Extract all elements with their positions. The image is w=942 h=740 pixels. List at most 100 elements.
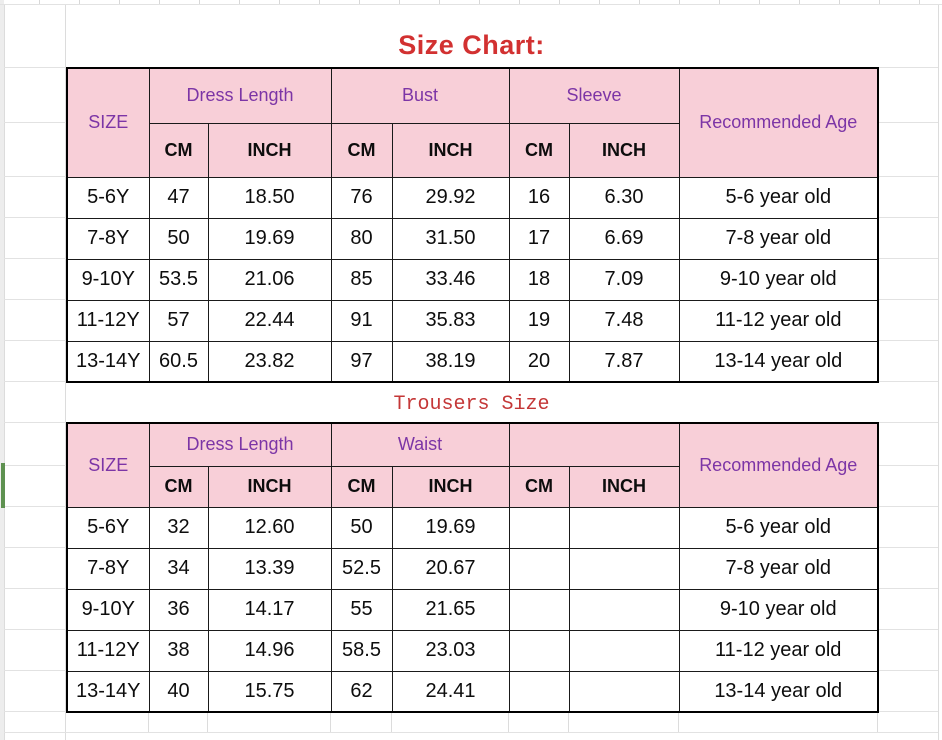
unit-header-inch: INCH <box>391 465 510 508</box>
table-row: 7-8Y 34 13.39 52.5 20.67 7-8 year old <box>66 547 879 590</box>
unit-header-cm: CM <box>508 122 570 178</box>
empty-group-header <box>508 422 680 467</box>
cell-length-cm: 32 <box>148 506 209 549</box>
gridline <box>4 299 66 300</box>
cell-empty-cm <box>508 629 570 672</box>
gridline <box>207 711 208 732</box>
cell-sleeve-cm: 19 <box>508 299 570 342</box>
green-marker <box>1 463 5 508</box>
gridline <box>877 176 938 177</box>
cell-empty-cm <box>508 506 570 549</box>
cell-dress-inch: 18.50 <box>207 176 332 219</box>
unit-header-inch: INCH <box>207 465 332 508</box>
cell-bust-cm: 91 <box>330 299 393 342</box>
cell-sleeve-cm: 20 <box>508 340 570 383</box>
cell-length-cm: 36 <box>148 588 209 631</box>
cell-length-inch: 14.96 <box>207 629 332 672</box>
unit-header-cm: CM <box>148 122 209 178</box>
cell-age: 7-8 year old <box>678 547 879 590</box>
table-row: 13-14Y 40 15.75 62 24.41 13-14 year old <box>66 670 879 713</box>
cell-sleeve-cm: 18 <box>508 258 570 301</box>
cell-empty-inch <box>568 670 680 713</box>
cell-waist-cm: 58.5 <box>330 629 393 672</box>
gridline <box>938 4 939 740</box>
gridline <box>4 122 66 123</box>
cell-bust-cm: 85 <box>330 258 393 301</box>
cell-length-inch: 13.39 <box>207 547 332 590</box>
gridline <box>4 732 938 733</box>
cell-length-inch: 12.60 <box>207 506 332 549</box>
cell-sleeve-inch: 6.69 <box>568 217 680 260</box>
cell-dress-cm: 50 <box>148 217 209 260</box>
cell-empty-inch <box>568 506 680 549</box>
cell-sleeve-cm: 16 <box>508 176 570 219</box>
sleeve-group-header: Sleeve <box>508 67 680 124</box>
gridline <box>330 711 331 732</box>
gridline <box>65 4 66 740</box>
cell-waist-cm: 50 <box>330 506 393 549</box>
gridline <box>4 547 66 548</box>
gridline <box>4 422 66 423</box>
gridline <box>4 506 66 507</box>
cell-length-cm: 34 <box>148 547 209 590</box>
cell-waist-cm: 62 <box>330 670 393 713</box>
cell-empty-cm <box>508 670 570 713</box>
unit-header-cm: CM <box>148 465 209 508</box>
gridline <box>877 217 938 218</box>
cell-size: 11-12Y <box>66 629 150 672</box>
cell-age: 7-8 year old <box>678 217 879 260</box>
cell-sleeve-inch: 7.87 <box>568 340 680 383</box>
cell-size: 5-6Y <box>66 176 150 219</box>
cell-dress-inch: 22.44 <box>207 299 332 342</box>
gridline <box>877 67 938 68</box>
cell-bust-inch: 33.46 <box>391 258 510 301</box>
recommended-age-header: Recommended Age <box>678 67 879 178</box>
cell-size: 7-8Y <box>66 217 150 260</box>
gridline <box>4 711 66 712</box>
cell-dress-inch: 19.69 <box>207 217 332 260</box>
recommended-age-header: Recommended Age <box>678 422 879 508</box>
cell-sleeve-inch: 6.30 <box>568 176 680 219</box>
unit-header-cm: CM <box>330 465 393 508</box>
cell-waist-inch: 23.03 <box>391 629 510 672</box>
table-row: 11-12Y 57 22.44 91 35.83 19 7.48 11-12 y… <box>66 299 879 342</box>
gridline <box>877 422 938 423</box>
dress-length-group-header: Dress Length <box>148 67 332 124</box>
table-row: 9-10Y 53.5 21.06 85 33.46 18 7.09 9-10 y… <box>66 258 879 301</box>
cell-bust-cm: 80 <box>330 217 393 260</box>
table-row: 9-10Y 36 14.17 55 21.65 9-10 year old <box>66 588 879 631</box>
cell-sleeve-cm: 17 <box>508 217 570 260</box>
gridline <box>877 122 938 123</box>
gridline <box>877 506 938 507</box>
size-column-header: SIZE <box>66 422 150 508</box>
cell-size: 13-14Y <box>66 670 150 713</box>
page-title: Size Chart: <box>398 30 545 60</box>
window-left-edge <box>0 0 4 740</box>
gridline <box>4 340 66 341</box>
dress-length-group-header: Dress Length <box>148 422 332 467</box>
cell-bust-cm: 97 <box>330 340 393 383</box>
gridline <box>877 670 938 671</box>
cell-dress-cm: 57 <box>148 299 209 342</box>
table-row: 13-14Y 60.5 23.82 97 38.19 20 7.87 13-14… <box>66 340 879 383</box>
cell-dress-inch: 21.06 <box>207 258 332 301</box>
unit-header-cm: CM <box>330 122 393 178</box>
cell-dress-cm: 47 <box>148 176 209 219</box>
dress-size-table: SIZE Dress Length Bust Sleeve Recommende… <box>66 67 880 383</box>
cell-age: 9-10 year old <box>678 258 879 301</box>
gridline <box>877 258 938 259</box>
gridline <box>148 711 149 732</box>
cell-bust-cm: 76 <box>330 176 393 219</box>
gridline <box>4 258 66 259</box>
cell-waist-cm: 52.5 <box>330 547 393 590</box>
unit-header-inch: INCH <box>391 122 510 178</box>
cell-waist-inch: 21.65 <box>391 588 510 631</box>
unit-header-inch: INCH <box>207 122 332 178</box>
gridline <box>0 4 942 5</box>
gridline <box>4 4 5 740</box>
trousers-section-title: Trousers Size <box>393 393 550 416</box>
cell-age: 13-14 year old <box>678 670 879 713</box>
cell-empty-inch <box>568 547 680 590</box>
gridline <box>4 381 66 382</box>
